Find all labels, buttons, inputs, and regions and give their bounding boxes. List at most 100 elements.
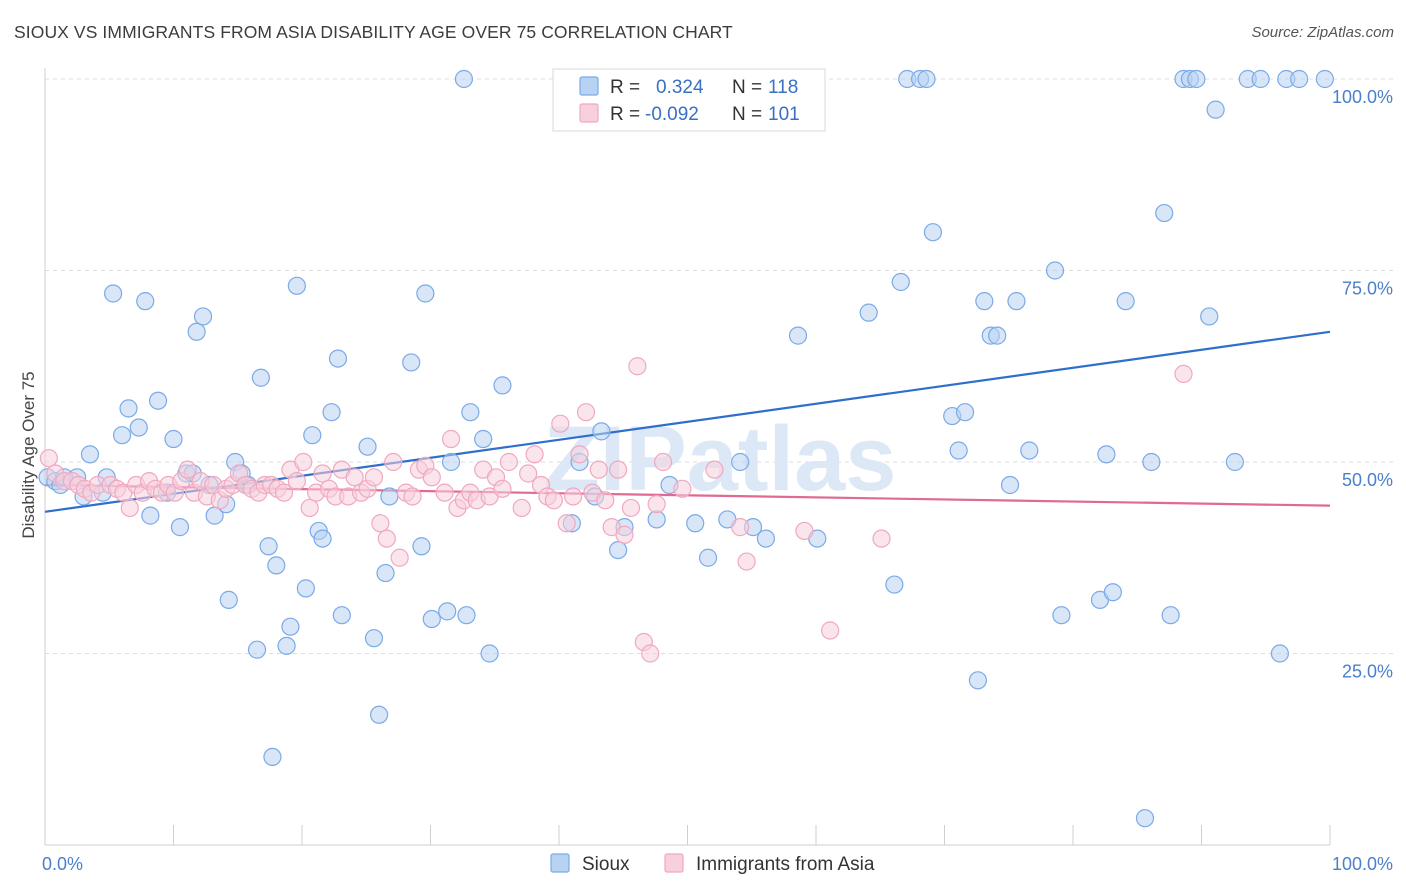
immigrants-point: [294, 452, 313, 472]
immigrants-point: [628, 357, 647, 376]
sioux-point: [332, 606, 351, 625]
y-tick-label: 25.0%: [1342, 662, 1393, 682]
immigrants-point: [705, 460, 724, 479]
sioux-point: [949, 441, 968, 460]
legend-n-immigrants: 101: [768, 104, 800, 125]
sioux-point: [1200, 307, 1219, 326]
sioux-point: [358, 437, 377, 456]
immigrants-point: [120, 498, 139, 518]
immigrants-point: [589, 460, 608, 479]
legend-swatch-sioux: [579, 76, 599, 96]
sioux-point: [251, 368, 270, 387]
sioux-point: [170, 518, 190, 537]
y-tick-label: 50.0%: [1342, 470, 1393, 490]
immigrants-point: [422, 468, 441, 487]
sioux-point: [287, 276, 306, 295]
sioux-point: [364, 629, 384, 648]
sioux-point: [313, 529, 332, 548]
immigrants-point: [615, 525, 634, 544]
sioux-point: [441, 452, 461, 472]
svg-text:N =: N =: [732, 104, 762, 125]
bottom-legend: Sioux Immigrants from Asia: [550, 853, 875, 875]
sioux-point: [1045, 261, 1065, 280]
sioux-point: [412, 537, 431, 556]
sioux-point: [988, 326, 1007, 345]
immigrants-point: [499, 452, 518, 472]
y-tick-label: 75.0%: [1342, 279, 1393, 299]
sioux-point: [474, 429, 493, 449]
x-tick-labels: 0.0% 100.0%: [42, 854, 1393, 874]
immigrants-point: [641, 644, 660, 663]
sioux-point: [104, 284, 123, 303]
immigrants-point: [384, 452, 403, 472]
immigrants-point: [525, 445, 544, 464]
sioux-point: [136, 292, 155, 311]
sioux-point: [296, 579, 315, 598]
sioux-point: [891, 272, 910, 292]
gridlines: [45, 78, 1395, 654]
svg-text:R =: R =: [610, 77, 640, 98]
sioux-point: [731, 452, 750, 472]
x-tick-label: 0.0%: [42, 854, 83, 874]
immigrants-point: [647, 495, 666, 514]
sioux-point: [277, 636, 296, 655]
sioux-point: [686, 514, 705, 533]
immigrants-point: [364, 468, 384, 487]
legend-swatch-immigrants: [579, 103, 599, 123]
sioux-point: [1187, 69, 1206, 89]
immigrants-point: [1174, 364, 1193, 384]
sioux-point: [193, 307, 213, 326]
immigrants-point: [39, 449, 58, 468]
sioux-point: [1161, 606, 1180, 625]
y-tick-label: 100.0%: [1332, 87, 1393, 107]
svg-text:R =: R =: [610, 104, 640, 125]
immigrants-point: [731, 518, 750, 537]
sioux-point: [457, 606, 476, 625]
sioux-point: [376, 563, 395, 583]
sioux-point: [1135, 809, 1155, 828]
sioux-point: [955, 403, 975, 422]
immigrants-point: [596, 491, 615, 510]
sioux-point: [263, 747, 282, 767]
sioux-point: [119, 399, 138, 418]
sioux-point: [267, 556, 286, 575]
sioux-point: [281, 617, 300, 636]
sioux-point: [1142, 452, 1161, 472]
immigrants-point: [178, 460, 197, 479]
sioux-point: [187, 322, 206, 341]
x-tick-label: 100.0%: [1332, 854, 1393, 874]
sioux-point: [303, 426, 322, 445]
bottom-legend-swatch-sioux: [550, 853, 570, 873]
immigrants-point: [621, 498, 641, 518]
sioux-point: [1020, 441, 1039, 460]
immigrants-point: [371, 514, 390, 533]
immigrants-point: [673, 479, 692, 498]
immigrants-point: [435, 483, 454, 502]
y-axis-label: Disability Age Over 75: [19, 371, 38, 538]
sioux-point: [756, 529, 775, 548]
immigrants-point: [274, 483, 294, 502]
sioux-point: [1097, 445, 1116, 464]
sioux-point: [1315, 69, 1334, 89]
sioux-point: [788, 326, 808, 345]
sioux-point: [859, 303, 878, 322]
sioux-point: [1116, 292, 1135, 311]
sioux-point: [1000, 475, 1020, 495]
sioux-point: [247, 640, 267, 659]
immigrants-point: [441, 429, 461, 449]
sioux-point: [968, 671, 988, 690]
sioux-point: [885, 575, 904, 594]
sioux-point: [416, 284, 435, 303]
immigrants-point: [493, 479, 512, 498]
legend-n-sioux: 118: [768, 77, 798, 98]
sioux-point: [1052, 606, 1071, 625]
sioux-point: [402, 353, 421, 372]
immigrants-point: [377, 529, 396, 548]
sioux-point: [380, 487, 399, 506]
immigrants-point: [872, 529, 891, 548]
immigrants-point: [564, 487, 583, 506]
sioux-point: [259, 537, 278, 556]
sioux-point: [328, 349, 348, 368]
sioux-point: [975, 292, 994, 311]
